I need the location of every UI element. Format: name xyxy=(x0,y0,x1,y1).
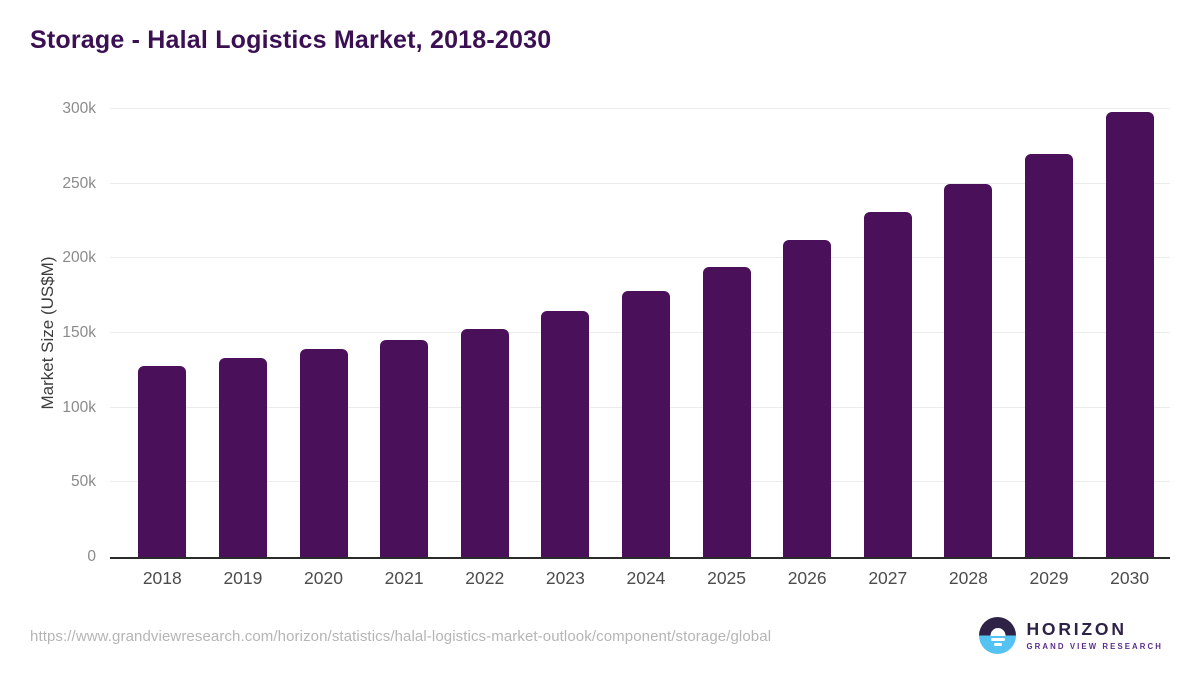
bar-slot-2021 xyxy=(364,109,445,557)
x-tick-label-2024: 2024 xyxy=(626,568,666,588)
bar-2019 xyxy=(218,358,267,557)
horizon-sun-icon xyxy=(979,617,1017,654)
logo-subbrand: GRAND VIEW RESEARCH xyxy=(1026,641,1163,651)
source-url: https://www.grandviewresearch.com/horizo… xyxy=(30,628,772,645)
chart-title: Storage - Halal Logistics Market, 2018-2… xyxy=(30,26,552,54)
bar-2028 xyxy=(944,183,993,557)
bar-2024 xyxy=(621,291,670,557)
bar-slot-2022 xyxy=(444,109,525,557)
x-tick-label-2025: 2025 xyxy=(707,568,747,588)
x-tick-label-2021: 2021 xyxy=(384,568,424,588)
sun-arch-shape xyxy=(990,627,1006,636)
bar-slot-2028 xyxy=(928,109,1009,557)
x-tick-label-2027: 2027 xyxy=(868,568,908,588)
logo-brand: HORIZON xyxy=(1026,619,1127,640)
x-tick-label-2019: 2019 xyxy=(223,568,263,588)
bar-2021 xyxy=(380,340,429,557)
bar-2018 xyxy=(138,365,187,557)
bar-slot-2026 xyxy=(767,109,848,557)
y-tick-label-150k: 150k xyxy=(62,324,96,341)
bar-series xyxy=(110,109,1170,557)
bar-slot-2029 xyxy=(1009,109,1090,557)
x-tick-label-2028: 2028 xyxy=(948,568,988,588)
y-tick-label-200k: 200k xyxy=(62,249,96,267)
y-tick-label-50k: 50k xyxy=(71,473,96,491)
x-tick-label-2022: 2022 xyxy=(465,568,505,588)
bar-2029 xyxy=(1025,153,1073,557)
bar-2030 xyxy=(1105,112,1154,557)
bar-slot-2027 xyxy=(847,109,928,557)
x-tick-label-2029: 2029 xyxy=(1029,568,1069,588)
reflection-line xyxy=(993,643,1002,646)
y-tick-label-100k: 100k xyxy=(62,398,96,416)
y-axis-title: Market Size (US$M) xyxy=(38,256,57,410)
bar-2022 xyxy=(460,328,509,557)
bar-2025 xyxy=(702,267,751,557)
bar-2020 xyxy=(299,349,348,557)
bar-2027 xyxy=(863,212,912,557)
gridline-300k xyxy=(110,108,1170,109)
y-tick-label-300k: 300k xyxy=(62,100,96,117)
bar-2026 xyxy=(783,240,832,557)
x-tick-label-2023: 2023 xyxy=(545,568,585,588)
bar-slot-2030 xyxy=(1089,109,1170,557)
bar-slot-2019 xyxy=(203,109,284,557)
y-tick-label-0: 0 xyxy=(87,548,96,565)
bar-slot-2018 xyxy=(122,109,203,557)
bar-slot-2023 xyxy=(525,109,606,557)
bar-slot-2024 xyxy=(606,109,687,557)
horizon-logo: HORIZON GRAND VIEW RESEARCH xyxy=(979,617,1163,654)
x-tick-label-2020: 2020 xyxy=(304,568,343,588)
x-axis-tick-labels: 2018 2019 2020 2021 2022 2023 2024 2025 2026 2027… xyxy=(110,568,1170,589)
y-tick-label-250k: 250k xyxy=(62,174,96,192)
x-tick-label-2026: 2026 xyxy=(787,568,827,588)
reflection-line xyxy=(990,638,1005,641)
bar-slot-2025 xyxy=(686,109,767,557)
logo-text: HORIZON GRAND VIEW RESEARCH xyxy=(1026,619,1163,651)
gridline-200k xyxy=(110,257,1170,259)
bar-2023 xyxy=(541,310,590,557)
gridline-250k xyxy=(110,182,1170,184)
bar-slot-2020 xyxy=(283,109,364,557)
plot-area: Market Size (US$M) 0 50k 100k 150k 200k 250k 3… xyxy=(38,100,1170,588)
x-tick-label-2018: 2018 xyxy=(142,568,182,588)
x-tick-label-2030: 2030 xyxy=(1110,568,1150,588)
